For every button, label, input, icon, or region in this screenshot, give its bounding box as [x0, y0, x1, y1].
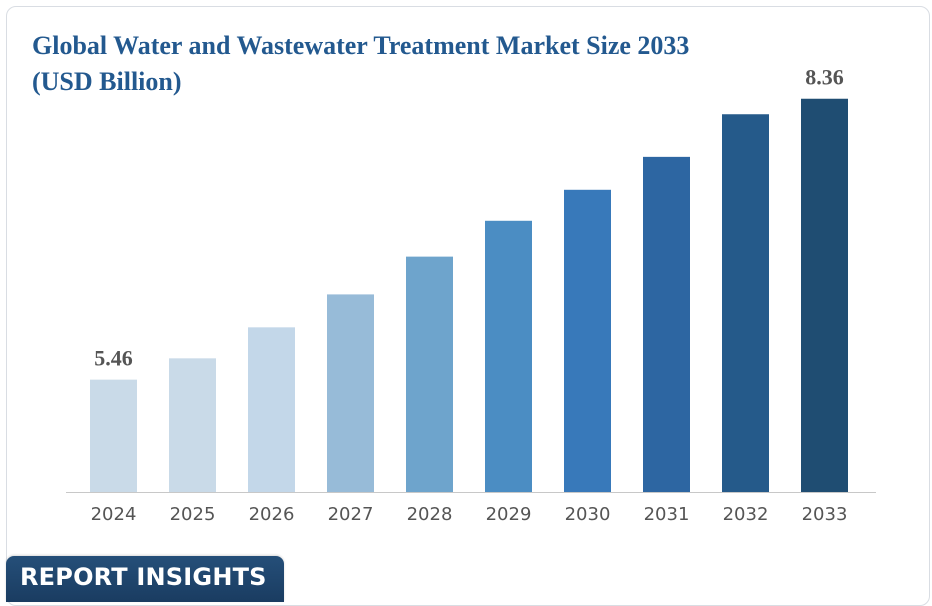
x-tick-label: 2027: [328, 504, 374, 525]
bar-2032: [722, 114, 769, 492]
bars-group: [90, 98, 848, 493]
chart-card: [6, 6, 930, 606]
bar-2024: [90, 379, 137, 492]
badge-label: REPORT INSIGHTS: [20, 563, 267, 591]
x-tick-label: 2028: [407, 504, 453, 525]
bar-2031: [643, 156, 690, 492]
bar-2025: [169, 358, 216, 492]
x-tick-label: 2026: [249, 504, 295, 525]
bar-2033: [801, 98, 848, 493]
chart-title: Global Water and Wastewater Treatment Ma…: [32, 31, 690, 96]
bar-2029: [485, 220, 532, 492]
bar-2026: [248, 327, 295, 492]
x-tick-label: 2025: [170, 504, 216, 525]
bar-2030: [564, 189, 611, 493]
data-label: 8.36: [805, 65, 844, 90]
report-insights-badge[interactable]: REPORT INSIGHTS: [6, 556, 284, 602]
data-labels: 5.46 8.36: [94, 65, 844, 371]
bar-2027: [327, 294, 374, 492]
x-tick-label: 2033: [802, 504, 848, 525]
x-tick-labels: 2024 2025 2026 2027 2028 2029 2030 2031 2032 2033: [91, 504, 848, 525]
x-tick-label: 2024: [91, 504, 137, 525]
x-tick-label: 2029: [486, 504, 532, 525]
x-tick-label: 2031: [644, 504, 690, 525]
bar-2028: [406, 256, 453, 492]
x-tick-label: 2030: [565, 504, 611, 525]
x-tick-label: 2032: [723, 504, 769, 525]
data-label: 5.46: [94, 346, 133, 371]
